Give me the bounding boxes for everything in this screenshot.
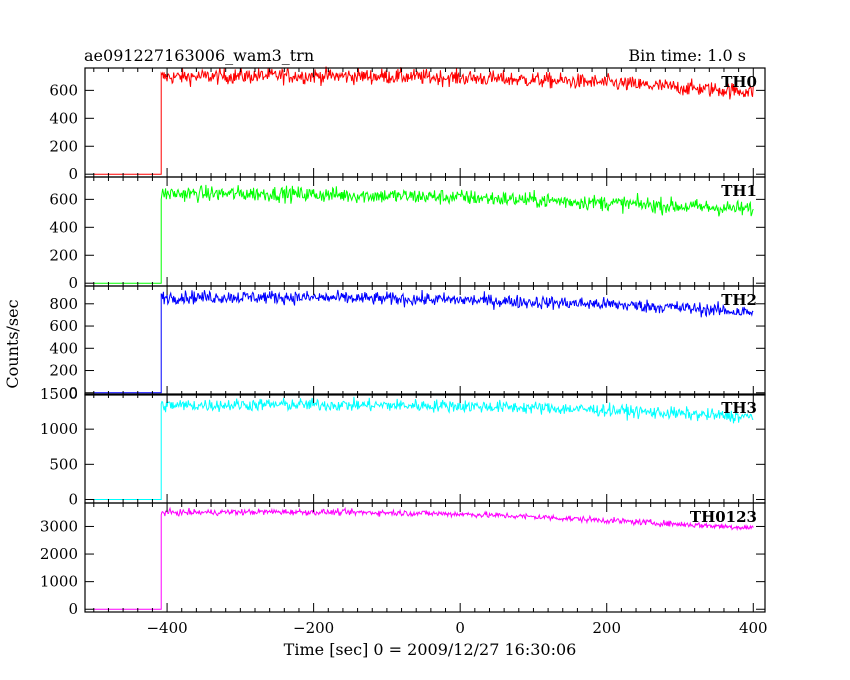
series-line-th2 [93, 289, 754, 394]
x-tick-label: −400 [146, 619, 187, 637]
y-tick-label: 600 [49, 190, 78, 208]
y-axis-label: Counts/sec [3, 299, 22, 388]
y-tick-label: 200 [49, 362, 78, 380]
panels: 0 200 400 600 TH0 0 200 400 600 TH1 0 200 400 600 800 T… [40, 66, 768, 637]
y-tick-label: 600 [49, 81, 78, 99]
y-tick-label: 1000 [40, 573, 78, 591]
series-line-th3 [93, 396, 754, 500]
series-line-th1 [93, 184, 754, 284]
series-line-th0123 [93, 506, 754, 610]
x-tick-label: −200 [293, 619, 334, 637]
y-tick-label: 3000 [40, 517, 78, 535]
series-label: TH3 [721, 399, 757, 417]
y-tick-label: 0 [68, 165, 78, 183]
series-label: TH1 [721, 182, 757, 200]
x-tick-label: 200 [592, 619, 621, 637]
chart-subtitle: Bin time: 1.0 s [628, 46, 746, 65]
y-tick-label: 0 [68, 384, 78, 402]
y-tick-label: 0 [68, 274, 78, 292]
x-tick-label: 0 [455, 619, 465, 637]
y-tick-label: 400 [49, 109, 78, 127]
series-label: TH2 [721, 291, 757, 309]
panel-th2: 0 200 400 600 800 TH2 [49, 285, 766, 402]
y-tick-label: 800 [49, 295, 78, 313]
series-label: TH0 [721, 73, 757, 91]
y-tick-label: 200 [49, 246, 78, 264]
panel-th3: 0 500 1000 1500 TH3 [40, 385, 766, 508]
y-tick-label: 400 [49, 339, 78, 357]
panel-th0: 0 200 400 600 TH0 [49, 66, 766, 183]
y-tick-label: 1500 [40, 385, 78, 403]
series-label: TH0123 [690, 508, 757, 526]
x-axis-label: Time [sec] 0 = 2009/12/27 16:30:06 [284, 640, 577, 659]
y-tick-label: 2000 [40, 545, 78, 563]
panel-th1: 0 200 400 600 TH1 [49, 176, 766, 292]
y-tick-label: 200 [49, 137, 78, 155]
y-tick-label: 0 [68, 600, 78, 618]
y-tick-label: 600 [49, 317, 78, 335]
panel-frame [84, 393, 766, 504]
series-line-th0 [93, 66, 754, 175]
panel-th0123: 0 1000 2000 3000 TH0123 [40, 502, 766, 618]
panel-frame [84, 502, 766, 613]
x-tick-label: 400 [739, 619, 768, 637]
y-tick-label: 500 [49, 455, 78, 473]
y-tick-label: 0 [68, 490, 78, 508]
y-tick-label: 1000 [40, 420, 78, 438]
y-tick-label: 400 [49, 218, 78, 236]
panel-frame [84, 285, 766, 396]
chart-title: ae091227163006_wam3_trn [84, 46, 314, 65]
